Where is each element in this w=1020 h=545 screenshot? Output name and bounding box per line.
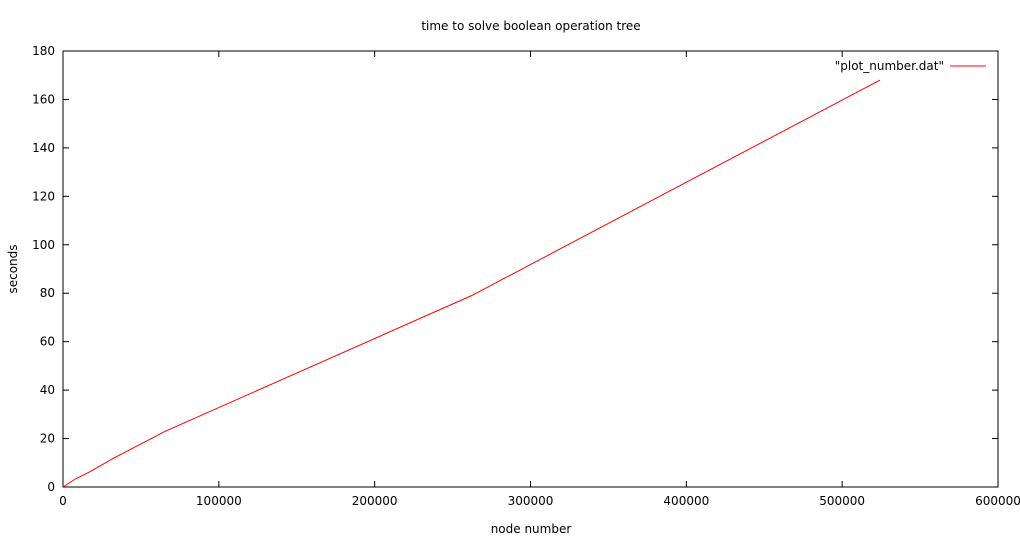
y-tick-label: 120 <box>32 189 55 203</box>
y-tick-label: 180 <box>32 44 55 58</box>
y-tick-label: 40 <box>40 383 55 397</box>
series-line <box>62 79 881 488</box>
y-tick-label: 0 <box>47 480 55 494</box>
y-tick-label: 80 <box>40 286 55 300</box>
x-tick-label: 600000 <box>975 494 1020 508</box>
y-tick-label: 100 <box>32 238 55 252</box>
y-tick-label: 140 <box>32 141 55 155</box>
plot-frame <box>62 50 999 488</box>
x-tick-label: 500000 <box>819 494 865 508</box>
x-tick-label: 400000 <box>663 494 709 508</box>
x-tick-label: 200000 <box>352 494 398 508</box>
chart-title: time to solve boolean operation tree <box>421 19 640 33</box>
x-axis-label: node number <box>491 522 572 536</box>
y-tick-label: 20 <box>40 432 55 446</box>
y-axis-label: seconds <box>6 244 20 293</box>
x-tick-label: 100000 <box>196 494 242 508</box>
legend-label: "plot_number.dat" <box>835 59 944 73</box>
x-tick-label: 300000 <box>508 494 554 508</box>
x-tick-label: 0 <box>59 494 67 508</box>
y-tick-label: 60 <box>40 335 55 349</box>
y-tick-label: 160 <box>32 92 55 106</box>
